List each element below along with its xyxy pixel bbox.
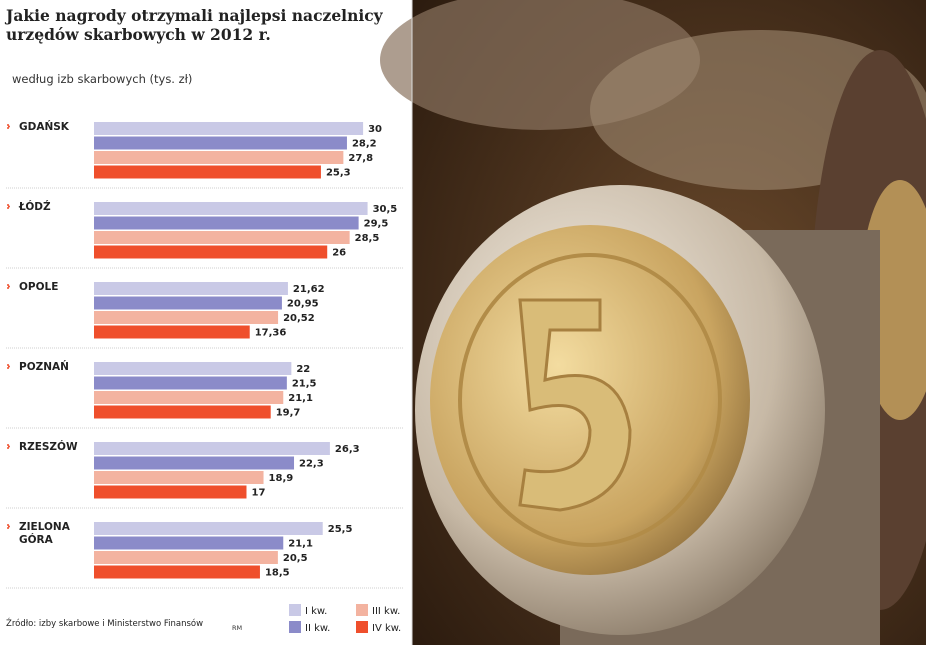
category-label: ZIELONA GÓRA bbox=[19, 521, 70, 546]
bar bbox=[94, 122, 364, 135]
bullet bbox=[7, 444, 9, 446]
value-label: 20,95 bbox=[287, 299, 319, 310]
bar bbox=[94, 325, 250, 339]
bar bbox=[94, 471, 264, 484]
photo bbox=[380, 0, 926, 645]
bullet bbox=[7, 204, 9, 206]
chart-subtitle: według izb skarbowych (tys. zł) bbox=[12, 72, 193, 86]
value-label: 21,1 bbox=[288, 539, 313, 550]
value-label: 25,5 bbox=[328, 524, 353, 535]
legend-label: III kw. bbox=[372, 606, 400, 617]
bullet bbox=[8, 445, 10, 448]
bullet bbox=[7, 124, 9, 126]
value-label: 25,3 bbox=[326, 168, 351, 179]
bullet bbox=[7, 284, 9, 286]
category-label: ŁÓDŹ bbox=[19, 201, 51, 213]
bar bbox=[94, 282, 288, 295]
value-label: 17,36 bbox=[255, 328, 287, 339]
bar bbox=[94, 391, 284, 404]
bullet bbox=[7, 527, 9, 529]
bullet bbox=[7, 364, 9, 366]
author: RM bbox=[232, 624, 243, 632]
legend-swatch bbox=[289, 604, 301, 616]
value-label: 19,7 bbox=[276, 408, 301, 419]
legend-swatch bbox=[289, 621, 301, 633]
bar bbox=[94, 485, 247, 499]
bar bbox=[94, 202, 368, 215]
value-label: 29,5 bbox=[364, 219, 389, 230]
bullet bbox=[7, 367, 9, 369]
category-label: OPOLE bbox=[19, 281, 59, 293]
legend-label: II kw. bbox=[305, 623, 330, 634]
source: Źródło: izby skarbowe i Ministerstwo Fin… bbox=[6, 619, 204, 629]
legend-label: I kw. bbox=[305, 606, 327, 617]
legend-swatch bbox=[356, 604, 368, 616]
bar bbox=[94, 136, 347, 150]
bullet bbox=[8, 205, 10, 208]
bullet bbox=[7, 287, 9, 289]
bar bbox=[94, 442, 330, 455]
bullet bbox=[8, 285, 10, 288]
bar bbox=[94, 536, 284, 550]
category-label: GDAŃSK bbox=[19, 121, 69, 133]
value-label: 17 bbox=[251, 488, 265, 499]
value-label: 18,9 bbox=[269, 473, 294, 484]
bullet bbox=[7, 207, 9, 209]
bar bbox=[94, 551, 278, 564]
bar bbox=[94, 362, 292, 375]
bar bbox=[94, 376, 287, 390]
value-label: 26 bbox=[332, 248, 346, 259]
bar bbox=[94, 311, 279, 324]
value-label: 20,52 bbox=[283, 313, 315, 324]
bar bbox=[94, 522, 323, 535]
value-label: 20,5 bbox=[283, 553, 308, 564]
bar bbox=[94, 231, 350, 244]
chart-title: Jakie nagrody otrzymali najlepsi naczeln… bbox=[6, 6, 383, 44]
bar bbox=[94, 151, 344, 164]
value-label: 28,2 bbox=[352, 139, 377, 150]
value-label: 18,5 bbox=[265, 568, 290, 579]
value-label: 21,5 bbox=[292, 379, 317, 390]
legend-swatch bbox=[356, 621, 368, 633]
bullet bbox=[8, 365, 10, 368]
value-label: 21,62 bbox=[293, 284, 325, 295]
bar bbox=[94, 165, 321, 179]
bar bbox=[94, 405, 271, 419]
category-label: RZESZÓW bbox=[19, 441, 78, 453]
bar bbox=[94, 216, 359, 230]
category-label: POZNAŃ bbox=[19, 361, 69, 373]
value-label: 28,5 bbox=[355, 233, 380, 244]
bullet bbox=[7, 447, 9, 449]
value-label: 21,1 bbox=[288, 393, 313, 404]
bullet bbox=[8, 525, 10, 528]
bar bbox=[94, 456, 295, 470]
value-label: 30 bbox=[368, 124, 382, 135]
bullet bbox=[7, 524, 9, 526]
value-label: 22 bbox=[296, 364, 310, 375]
value-label: 27,8 bbox=[348, 153, 373, 164]
value-label: 30,5 bbox=[373, 204, 398, 215]
legend-label: IV kw. bbox=[372, 623, 401, 634]
bar bbox=[94, 245, 328, 259]
bar bbox=[94, 565, 260, 579]
bullet bbox=[8, 125, 10, 128]
value-label: 22,3 bbox=[299, 459, 324, 470]
bar bbox=[94, 296, 282, 310]
value-label: 26,3 bbox=[335, 444, 360, 455]
bullet bbox=[7, 127, 9, 129]
